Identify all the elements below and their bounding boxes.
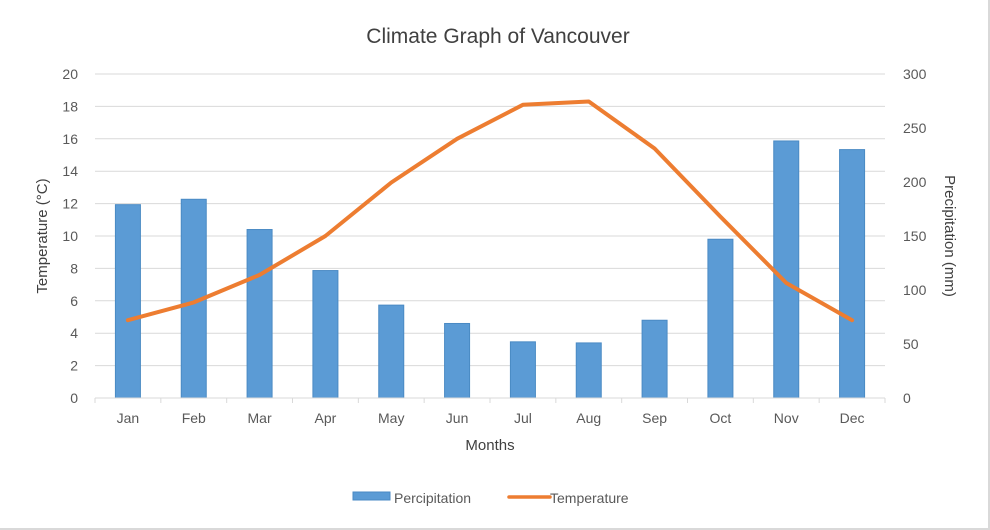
y-axis-right-title: Precipitation (mm) (941, 175, 958, 297)
y-axis-right-ticks: 0 50 100 150 200 250 300 (903, 66, 927, 406)
y-tick-label: 0 (70, 390, 78, 406)
y-tick-label: 20 (62, 66, 78, 82)
y2-tick-label: 150 (903, 228, 927, 244)
y-tick-label: 14 (62, 163, 78, 179)
y2-tick-label: 50 (903, 336, 919, 352)
y-tick-label: 16 (62, 131, 78, 147)
x-tick-label: May (378, 410, 404, 426)
legend: Percipitation Temperature (352, 490, 629, 506)
x-tick-label: Dec (840, 410, 865, 426)
y-tick-label: 8 (70, 260, 78, 276)
gridlines (95, 73, 885, 367)
temperature-line (125, 99, 855, 323)
precipitation-bar (312, 270, 339, 399)
y-tick-label: 12 (62, 196, 78, 212)
y2-tick-label: 100 (903, 282, 927, 298)
precipitation-bar (773, 140, 800, 399)
y2-tick-label: 200 (903, 174, 927, 190)
precipitation-bar (839, 149, 866, 399)
x-tick-label: Aug (576, 410, 601, 426)
x-tick-label: Jul (514, 410, 532, 426)
y-axis-left-title: Temperature (°C) (34, 178, 51, 293)
precipitation-bar (707, 238, 734, 399)
chart-title: Climate Graph of Vancouver (366, 25, 629, 48)
precipitation-bar (444, 322, 471, 399)
precipitation-bars (114, 140, 866, 399)
y-tick-label: 10 (62, 228, 78, 244)
x-tick-label: Sep (642, 410, 667, 426)
precipitation-bar (509, 341, 536, 399)
y2-tick-label: 0 (903, 390, 911, 406)
x-tick-label: Feb (182, 410, 206, 426)
x-tick-label: Nov (774, 410, 799, 426)
y-tick-label: 2 (70, 358, 78, 374)
x-tick-label: Apr (315, 410, 337, 426)
y-axis-left-ticks: 0 2 4 6 8 10 12 14 16 18 20 (62, 66, 78, 406)
x-tick-label: Jun (446, 410, 469, 426)
precipitation-bar (114, 204, 141, 399)
x-tick-label: Jan (117, 410, 140, 426)
precipitation-bar (378, 304, 405, 399)
y-tick-label: 4 (70, 325, 78, 341)
temperature-line-layer (125, 99, 855, 323)
y-tick-label: 6 (70, 293, 78, 309)
legend-label-precipitation: Percipitation (394, 490, 471, 506)
y2-tick-label: 300 (903, 66, 927, 82)
legend-label-temperature: Temperature (550, 490, 629, 506)
x-tick-label: Mar (248, 410, 272, 426)
y-tick-label: 18 (62, 98, 78, 114)
precipitation-bar (641, 319, 668, 399)
precipitation-bar (246, 229, 273, 399)
y2-tick-label: 250 (903, 120, 927, 136)
x-axis: Jan Feb Mar Apr May Jun Jul Aug Sep Oct Nov Dec (94, 397, 886, 426)
x-axis-title: Months (465, 437, 514, 454)
precipitation-bar (575, 342, 602, 399)
legend-swatch-precipitation (352, 491, 391, 501)
x-tick-label: Oct (710, 410, 732, 426)
